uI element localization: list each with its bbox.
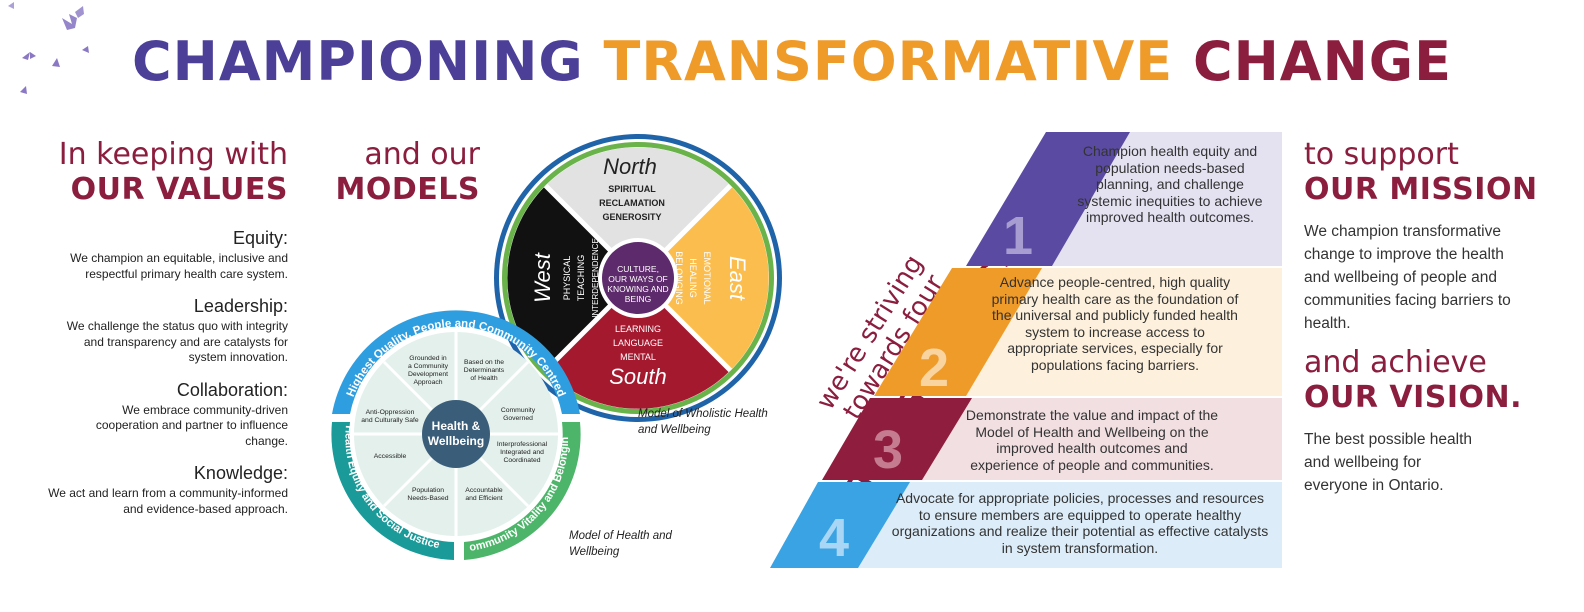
segment-label: a Community — [408, 363, 449, 370]
health-center-line2: Wellbeing — [428, 434, 484, 448]
direction-2: 2 — [874, 268, 1282, 398]
segment-label: Integrated and — [500, 449, 544, 456]
south-word: LANGUAGE — [613, 338, 663, 348]
north-word: RECLAMATION — [599, 198, 665, 208]
health-model-diagram: Highest Quality, People and Community Ce… — [318, 296, 581, 560]
wheel-center-line2: OUR WAYS OF — [608, 274, 668, 284]
value-item: Knowledge: We act and learn from a commu… — [20, 463, 288, 517]
band-left — [331, 422, 454, 560]
segment-label: Determinants — [464, 367, 505, 374]
south-word: LEARNING — [615, 324, 661, 334]
north-label: North — [603, 154, 657, 179]
direction-1: 1 — [966, 132, 1282, 266]
segment-label: Community — [501, 407, 536, 414]
models-heading-block: and our MODELS — [330, 138, 480, 208]
west-word: INTERDEPENDENCE — [591, 238, 600, 318]
values-heading: OUR VALUES — [70, 172, 288, 207]
directions-chart: 1 2 3 4 — [770, 132, 1282, 568]
direction-2-text: Advance people-centred, high quality pri… — [991, 274, 1239, 373]
segment-label: Approach — [413, 379, 442, 386]
direction-number: 3 — [873, 420, 903, 480]
butterflies-icon — [8, 2, 89, 94]
segment-label: Governed — [503, 415, 533, 422]
east-quadrant — [638, 185, 769, 371]
value-desc: We embrace community-driven cooperation … — [95, 402, 288, 448]
segment-label: Accessible — [374, 453, 407, 460]
east-label: East — [725, 256, 750, 301]
value-name: Knowledge: — [193, 463, 288, 483]
direction-1-text: Champion health equity and population ne… — [1077, 143, 1263, 225]
segment-label: Development — [408, 371, 448, 378]
values-intro: In keeping with — [58, 137, 288, 172]
wheel-center-line3: KNOWING AND — [607, 284, 668, 294]
west-quadrant — [507, 185, 638, 371]
models-intro: and our — [364, 137, 480, 172]
value-name: Leadership: — [193, 296, 288, 316]
models-heading: MODELS — [335, 172, 480, 207]
page-title: CHAMPIONING TRANSFORMATIVE CHANGE — [0, 30, 1584, 93]
title-part-3: CHANGE — [1192, 30, 1452, 93]
segment-label: Anti-Oppression — [366, 409, 415, 416]
value-desc: We act and learn from a community-inform… — [48, 486, 288, 516]
direction-4-text: Advocate for appropriate policies, proce… — [891, 490, 1269, 556]
value-name: Collaboration: — [176, 379, 288, 400]
wholistic-model-diagram: CULTURE, OUR WAYS OF KNOWING AND BEING N… — [494, 134, 782, 422]
band-right — [464, 422, 581, 560]
health-center-line1: Health & — [432, 419, 481, 433]
segment-label: Coordinated — [503, 457, 540, 464]
mission-heading: OUR MISSION — [1304, 172, 1538, 207]
value-name: Equity: — [232, 228, 288, 248]
wholistic-caption: Model of Wholistic Health and Wellbeing — [638, 408, 768, 436]
value-item: Collaboration: We embrace community-driv… — [20, 380, 288, 450]
segment-label: Needs-Based — [407, 495, 448, 502]
direction-number: 2 — [919, 338, 949, 398]
value-item: Equity: We champion an equitable, inclus… — [20, 228, 288, 282]
title-part-2: TRANSFORMATIVE — [603, 30, 1174, 93]
title-part-1: CHAMPIONING — [132, 30, 584, 93]
vision-section: and achieve OUR VISION. The best possibl… — [1304, 346, 1574, 497]
mission-intro: to support — [1304, 137, 1459, 172]
band-top — [332, 310, 580, 414]
wheel-quadrants — [507, 147, 769, 409]
direction-number: 1 — [1003, 206, 1033, 266]
value-desc: We champion an equitable, inclusive and … — [70, 251, 288, 281]
east-word: HEALING — [688, 258, 698, 298]
north-quadrant — [545, 147, 731, 278]
health-caption: Model of Health and Wellbeing — [569, 530, 672, 558]
segment-label: Accountable — [465, 487, 503, 494]
segment-label: Interprofessional — [497, 441, 548, 448]
direction-3-text: Demonstrate the value and impact of the … — [965, 407, 1219, 473]
segment-label: Population — [412, 487, 444, 494]
segment-label: Grounded in — [409, 355, 447, 362]
segment-label: and Culturally Safe — [361, 417, 419, 424]
vision-text: The best possible health and wellbeing f… — [1304, 431, 1473, 494]
south-quadrant — [545, 278, 731, 409]
segment-label: and Efficient — [465, 495, 502, 502]
west-label: West — [530, 252, 555, 303]
value-desc: We challenge the status quo with integri… — [66, 319, 288, 364]
wheel-center-line1: CULTURE, — [617, 264, 659, 274]
south-label: South — [609, 364, 667, 389]
west-word: PHYSICAL — [562, 256, 572, 301]
vision-heading: OUR VISION. — [1304, 380, 1523, 415]
east-word: EMOTIONAL — [702, 251, 712, 304]
mission-section: to support OUR MISSION We champion trans… — [1304, 138, 1574, 335]
values-section: In keeping with OUR VALUES Equity: We ch… — [20, 138, 288, 517]
direction-4: 4 — [770, 482, 1282, 568]
wheel-center-line4: BEING — [625, 294, 651, 304]
value-item: Leadership: We challenge the status quo … — [20, 296, 288, 366]
south-word: MENTAL — [620, 352, 656, 362]
north-word: GENEROSITY — [602, 212, 661, 222]
segment-label: Based on the — [464, 359, 504, 366]
west-word: TEACHING — [576, 255, 586, 302]
vision-intro: and achieve — [1304, 345, 1487, 380]
direction-number: 4 — [819, 508, 849, 568]
mission-text: We champion transformative change to imp… — [1304, 223, 1511, 332]
direction-3: 3 — [822, 398, 1282, 480]
wheel-center — [602, 242, 674, 314]
east-word: BELONGING — [674, 251, 684, 305]
health-center — [422, 400, 490, 468]
segment-label: of Health — [470, 375, 497, 382]
north-word: SPIRITUAL — [608, 184, 656, 194]
